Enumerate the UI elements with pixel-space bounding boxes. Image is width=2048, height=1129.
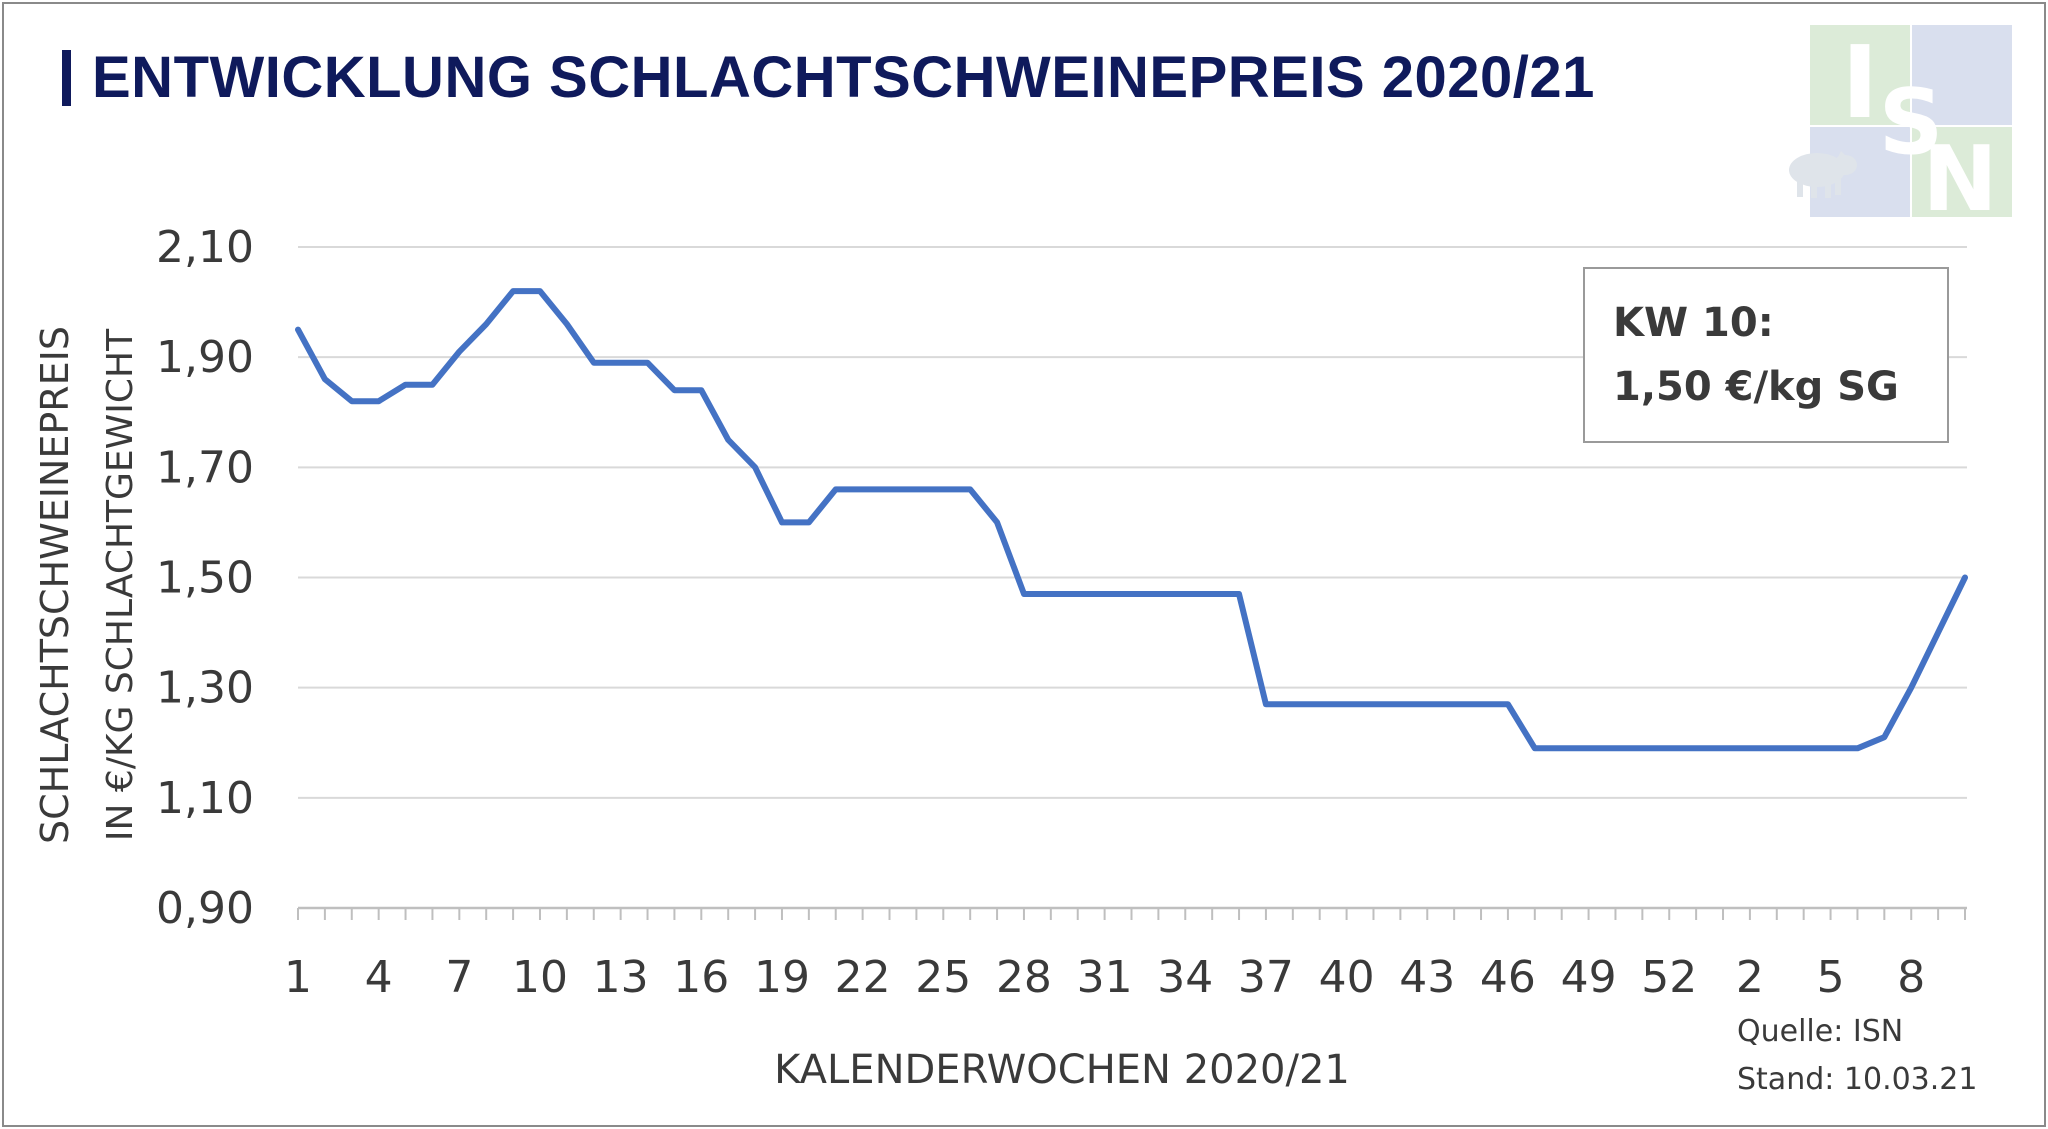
y-axis-tick-labels: 0,90 1,10 1,30 1,50 1,70 1,90 2,10 [156, 222, 254, 934]
x-tick-label: 28 [996, 952, 1052, 1003]
logo-letter-i: I [1841, 25, 1878, 141]
x-axis-title: KALENDERWOCHEN 2020/21 [774, 1047, 1350, 1093]
x-tick-label: 8 [1897, 952, 1925, 1003]
x-tick-label: 40 [1319, 952, 1375, 1003]
y-tick-label: 1,50 [156, 553, 254, 604]
y-tick-label: 2,10 [156, 222, 254, 273]
x-tick-label: 1 [284, 952, 312, 1003]
x-tick-label: 34 [1157, 952, 1213, 1003]
x-tick-label: 22 [835, 952, 891, 1003]
date-line: Stand: 10.03.21 [1737, 1062, 1978, 1097]
y-tick-label: 1,70 [156, 442, 254, 493]
annotation-line-week: KW 10: [1613, 300, 1774, 346]
x-tick-label: 13 [593, 952, 649, 1003]
y-tick-label: 0,90 [156, 883, 254, 934]
x-tick-label: 37 [1238, 952, 1294, 1003]
source-note: Quelle: ISN Stand: 10.03.21 [1737, 1008, 1977, 1104]
y-axis-title-line2: IN €/KG SCHLACHTGEWICHT [100, 328, 141, 841]
price-series-line [295, 288, 1968, 752]
x-tick-label: 25 [915, 952, 971, 1003]
pig-icon [1789, 151, 1857, 198]
x-tick-label: 49 [1561, 952, 1617, 1003]
chart-title: ENTWICKLUNG SCHLACHTSCHWEINEPREIS 2020/2… [92, 45, 1595, 110]
y-tick-label: 1,10 [156, 773, 254, 824]
x-tick-label: 10 [512, 952, 568, 1003]
y-axis-title-line1: SCHLACHTSCHWEINEPREIS [33, 326, 77, 844]
x-axis-ticks [297, 908, 1966, 920]
x-tick-label: 52 [1641, 952, 1697, 1003]
logo-tile-top-right [1912, 25, 2012, 125]
annotation-line-price: 1,50 €/kg SG [1613, 364, 1899, 410]
isn-logo: I S N [1789, 25, 2012, 220]
y-tick-label: 1,30 [156, 663, 254, 714]
x-tick-label: 43 [1399, 952, 1455, 1003]
x-tick-label: 5 [1817, 952, 1845, 1003]
y-tick-label: 1,90 [156, 332, 254, 383]
x-tick-label: 16 [673, 952, 729, 1003]
x-tick-label: 19 [754, 952, 810, 1003]
x-tick-label: 46 [1480, 952, 1536, 1003]
logo-letter-n: N [1922, 127, 1997, 220]
x-tick-label: 4 [365, 952, 393, 1003]
annotation-box: KW 10: 1,50 €/kg SG [1583, 267, 1949, 443]
logo-tile-bottom-right [1912, 127, 2012, 217]
logo-letter-s: S [1879, 70, 1944, 175]
x-tick-label: 7 [445, 952, 473, 1003]
x-tick-label: 2 [1736, 952, 1764, 1003]
logo-tile-top-left [1810, 25, 1910, 125]
source-line: Quelle: ISN [1737, 1014, 1904, 1049]
x-tick-label: 31 [1077, 952, 1133, 1003]
x-axis-tick-labels: 1 4 7 10 13 16 19 22 25 28 31 34 37 40 43 46 49 52 2 5 8 [284, 952, 1925, 1003]
title-accent-bar [62, 50, 71, 106]
